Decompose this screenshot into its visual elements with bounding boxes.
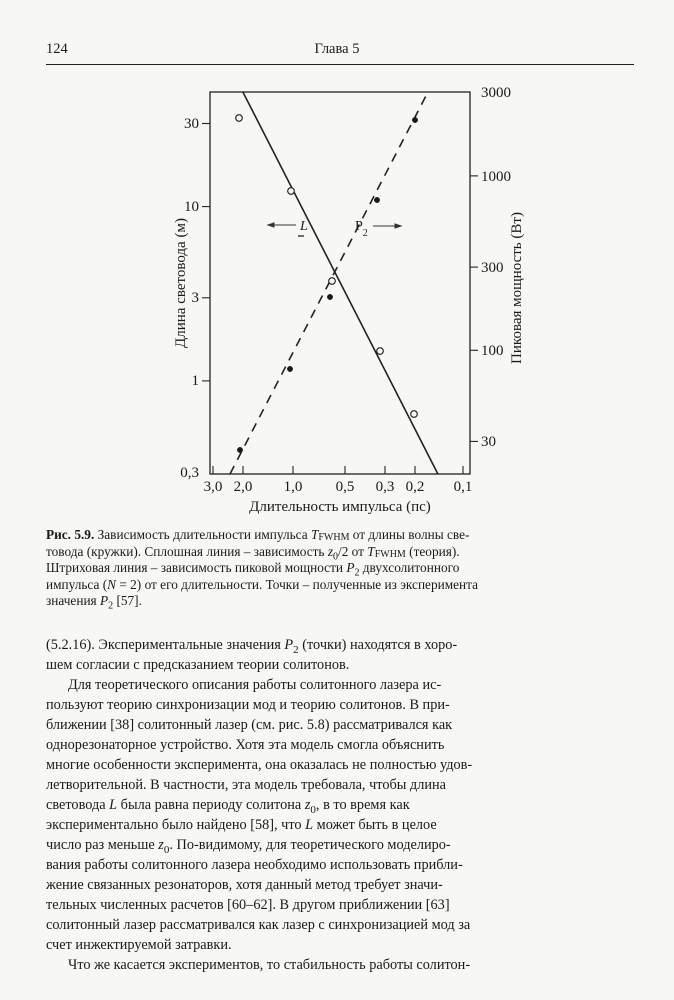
svg-text:30: 30: [184, 116, 199, 132]
svg-text:100: 100: [481, 343, 504, 359]
svg-text:30: 30: [481, 434, 496, 450]
svg-text:Длина световода (м): Длина световода (м): [173, 218, 189, 348]
svg-text:0,3: 0,3: [376, 479, 395, 495]
svg-text:1,0: 1,0: [284, 479, 303, 495]
svg-text:3,0: 3,0: [204, 479, 223, 495]
svg-text:0,5: 0,5: [336, 479, 355, 495]
svg-text:Длительность импульса (пс): Длительность импульса (пс): [249, 499, 431, 515]
svg-text:1: 1: [192, 373, 200, 389]
svg-text:0,1: 0,1: [454, 479, 473, 495]
svg-text:Пиковая мощность (Вт): Пиковая мощность (Вт): [509, 212, 525, 364]
svg-text:1000: 1000: [481, 169, 511, 185]
svg-text:0,2: 0,2: [406, 479, 425, 495]
svg-text:10: 10: [184, 199, 199, 215]
svg-text:L: L: [299, 219, 308, 234]
svg-text:300: 300: [481, 260, 504, 276]
svg-text:3000: 3000: [481, 85, 511, 101]
svg-text:P2: P2: [355, 219, 368, 239]
svg-text:3: 3: [192, 290, 200, 306]
svg-text:2,0: 2,0: [234, 479, 253, 495]
svg-text:0,3: 0,3: [180, 465, 199, 481]
